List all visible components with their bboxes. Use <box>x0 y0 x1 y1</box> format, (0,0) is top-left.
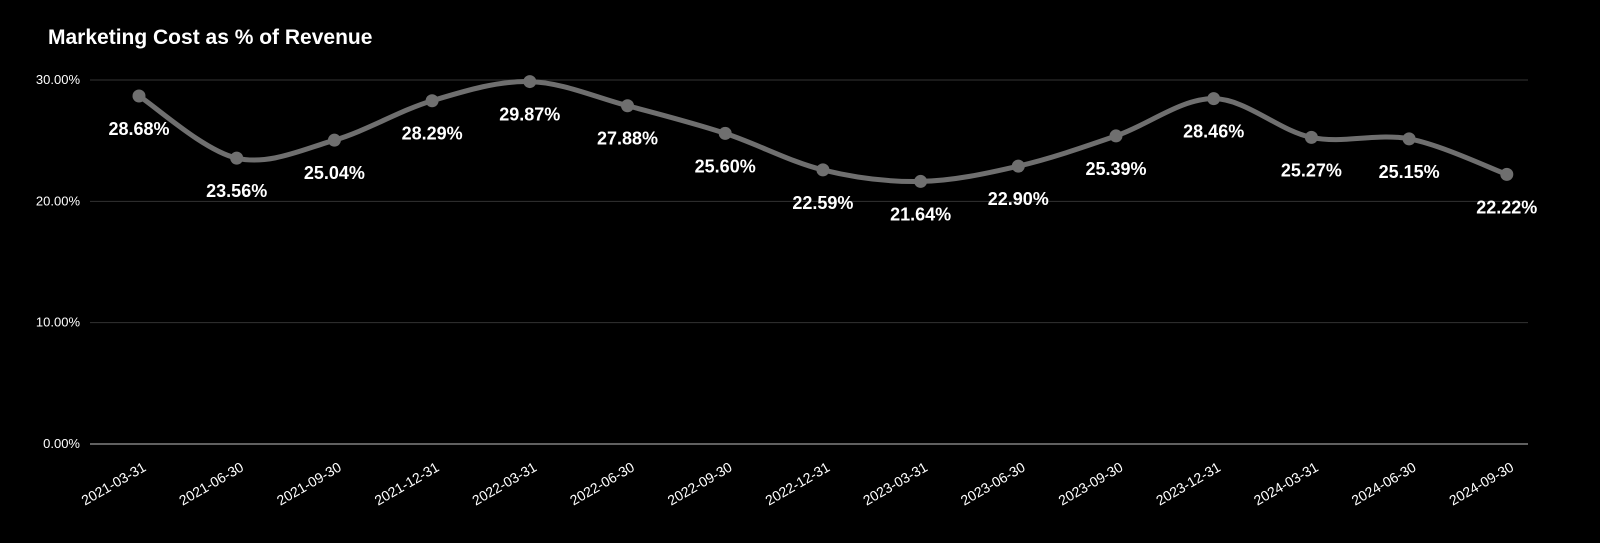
data-label: 22.22% <box>1476 197 1537 217</box>
x-tick-label: 2023-12-31 <box>1153 459 1223 509</box>
data-label: 23.56% <box>206 181 267 201</box>
data-label: 22.90% <box>988 189 1049 209</box>
data-point[interactable] <box>1011 159 1025 173</box>
data-label: 29.87% <box>499 105 560 125</box>
data-label: 28.46% <box>1183 122 1244 142</box>
x-tick-label: 2022-09-30 <box>665 459 735 509</box>
data-point[interactable] <box>327 133 341 147</box>
data-label: 21.64% <box>890 204 951 224</box>
x-tick-label: 2024-06-30 <box>1349 459 1419 509</box>
data-label: 25.04% <box>304 163 365 183</box>
y-tick-label: 30.00% <box>36 72 81 87</box>
x-tick-label: 2021-09-30 <box>274 459 344 509</box>
x-tick-label: 2021-03-31 <box>78 459 148 509</box>
x-tick-label: 2022-12-31 <box>762 459 832 509</box>
x-tick-label: 2023-06-30 <box>958 459 1028 509</box>
data-point[interactable] <box>132 89 146 103</box>
data-label: 28.29% <box>402 124 463 144</box>
x-tick-label: 2024-03-31 <box>1251 459 1321 509</box>
y-tick-label: 10.00% <box>36 315 81 330</box>
data-label: 22.59% <box>792 193 853 213</box>
data-point[interactable] <box>718 126 732 140</box>
y-tick-label: 0.00% <box>43 436 80 451</box>
data-label: 25.27% <box>1281 160 1342 180</box>
data-point[interactable] <box>621 99 634 113</box>
data-point[interactable] <box>523 75 537 89</box>
data-point[interactable] <box>1207 92 1221 106</box>
x-tick-label: 2021-06-30 <box>176 459 246 509</box>
x-tick-label: 2024-09-30 <box>1446 459 1516 509</box>
data-label: 25.39% <box>1085 159 1146 179</box>
data-point[interactable] <box>1402 132 1416 146</box>
data-point[interactable] <box>230 151 244 165</box>
chart-title: Marketing Cost as % of Revenue <box>48 26 373 49</box>
x-tick-label: 2022-06-30 <box>567 459 637 509</box>
data-point[interactable] <box>1109 129 1123 143</box>
x-tick-label: 2021-12-31 <box>372 459 442 509</box>
x-tick-label: 2022-03-31 <box>469 459 539 509</box>
y-tick-label: 20.00% <box>36 193 81 208</box>
data-label: 27.88% <box>597 129 658 149</box>
data-point[interactable] <box>914 174 928 188</box>
x-tick-label: 2023-03-31 <box>860 459 930 509</box>
data-label: 28.68% <box>108 119 169 139</box>
data-label: 25.60% <box>695 156 756 176</box>
data-point[interactable] <box>1304 130 1318 144</box>
data-label: 25.15% <box>1379 162 1440 182</box>
data-point[interactable] <box>425 94 439 108</box>
data-point[interactable] <box>1500 167 1514 181</box>
data-point[interactable] <box>816 163 830 177</box>
x-tick-label: 2023-09-30 <box>1055 459 1125 509</box>
